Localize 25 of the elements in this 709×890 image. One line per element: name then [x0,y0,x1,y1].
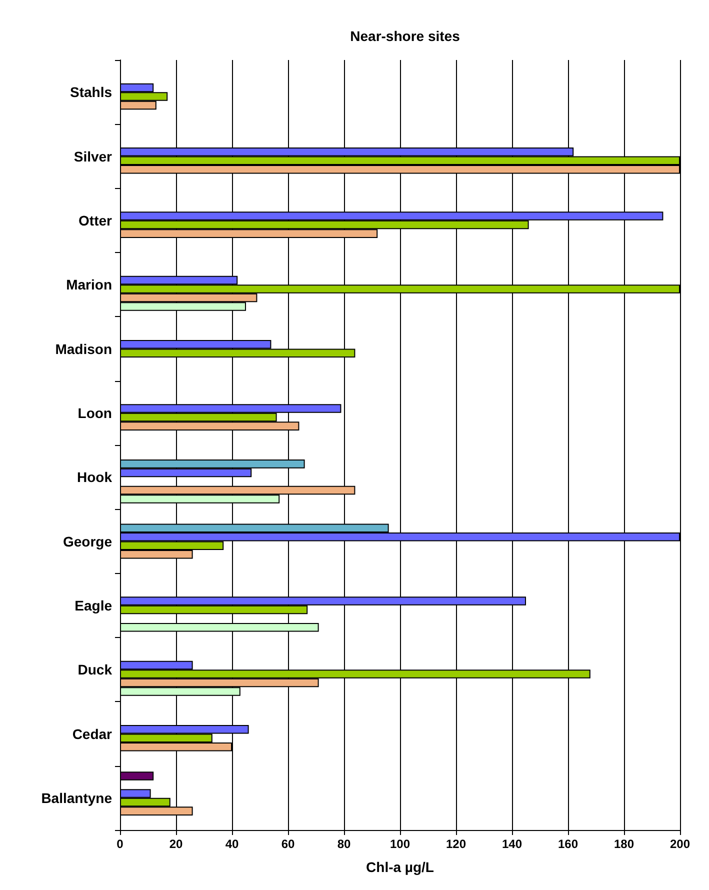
x-tick-label: 200 [670,837,690,851]
x-tick-label: 140 [502,837,522,851]
y-tick-label: Silver [74,148,113,164]
y-tick-label: George [62,533,112,550]
x-tick-label: 100 [390,837,410,851]
y-tick-label: Otter [78,212,113,228]
y-tick-label: Hook [77,469,112,486]
x-tick-label: 60 [281,837,295,851]
y-tick-label: Duck [78,662,112,678]
x-tick-label: 40 [225,837,239,851]
x-tick-label: 120 [446,837,466,851]
y-tick-label: Loon [78,404,112,421]
x-tick-label: 0 [116,837,124,851]
y-tick-label: Marion [66,276,112,293]
x-tick-label: 20 [169,837,183,851]
y-tick-label: Cedar [72,726,113,742]
x-axis-title: Chl-a µg/L [366,859,434,875]
y-tick-label: Eagle [74,597,112,614]
x-tick-label: 160 [558,837,578,851]
x-tick-label: 80 [337,837,351,851]
chart-title: Near-shore sites [350,28,460,44]
y-tick-label: Stahls [70,84,112,100]
x-tick-label: 180 [614,837,634,851]
y-tick-label: Ballantyne [41,790,112,806]
y-tick-label: Madison [55,340,112,357]
